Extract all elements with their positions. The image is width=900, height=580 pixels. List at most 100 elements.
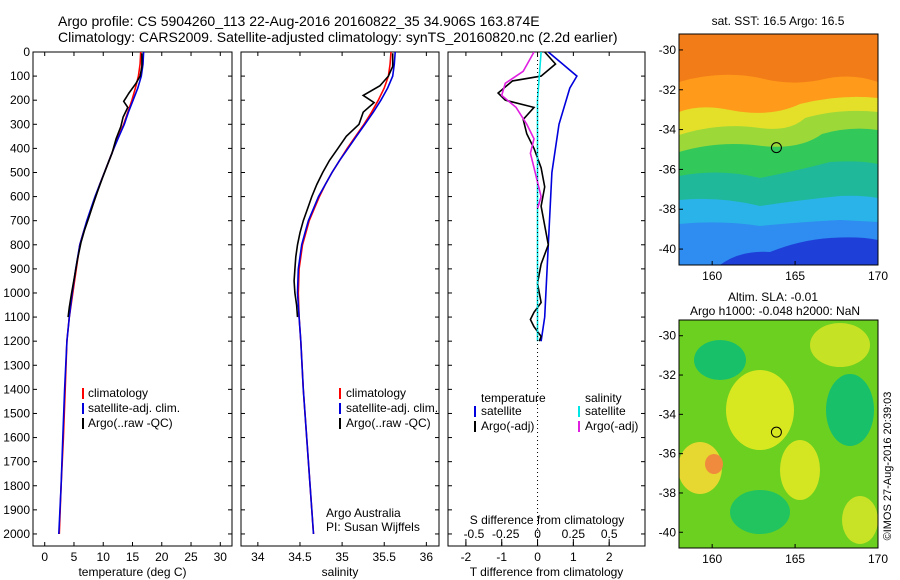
x-axis-label: temperature (deg C) xyxy=(78,565,186,579)
y-tick-label: 400 xyxy=(10,141,30,155)
difference-profile-frame xyxy=(447,51,646,547)
series-line-1 xyxy=(296,52,396,535)
salinity-profile-series xyxy=(293,52,396,535)
imos-timestamp: ©IMOS 27-Aug-2016 20:39:03 xyxy=(882,392,894,541)
map-y-tick-label: -40 xyxy=(659,525,677,539)
sla-map-axes: 160 165 170 -30 -32 -34 -36 -38 -40 Altim. SLA: -… xyxy=(659,290,889,566)
series-line-0 xyxy=(297,52,392,535)
sla-map-subtitle: Argo h1000: -0.048 h2000: NaN xyxy=(690,304,860,318)
legend-header: salinity xyxy=(585,391,622,405)
y-tick-label: 500 xyxy=(10,165,30,179)
x-tick-label: 25 xyxy=(184,550,198,564)
y-tick-label: 1700 xyxy=(3,455,30,469)
x-axis-label: T difference from climatology xyxy=(470,565,624,579)
x-tick-label: 35 xyxy=(335,550,349,564)
map-x-tick-label: 165 xyxy=(785,269,805,283)
argo-location-marker xyxy=(770,142,782,154)
y-tick-label: 200 xyxy=(10,93,30,107)
x-tick-label: 34.5 xyxy=(288,550,312,564)
map-y-tick-label: -40 xyxy=(659,242,677,256)
s-tick-label: 0 xyxy=(534,527,541,541)
legend-label: satellite-adj. clim. xyxy=(88,401,180,415)
y-tick-label: 1100 xyxy=(4,310,30,324)
series-line-0 xyxy=(540,52,578,342)
sla-map-title: Altim. SLA: -0.01 xyxy=(728,290,818,304)
y-tick-label: 100 xyxy=(10,69,30,83)
y-tick-label: 1000 xyxy=(3,286,30,300)
y-tick-label: 800 xyxy=(10,238,30,252)
legend-label: satellite xyxy=(481,404,522,418)
s-tick-label: 0.25 xyxy=(562,527,586,541)
map-x-tick-label: 170 xyxy=(868,552,888,566)
sst-map-raster xyxy=(679,34,878,265)
x-tick-label: 2 xyxy=(606,550,613,564)
legend-label: Argo(-adj) xyxy=(481,419,534,433)
y-tick-label: 1800 xyxy=(3,479,30,493)
map-y-tick-label: -34 xyxy=(659,407,677,421)
map-x-tick-label: 165 xyxy=(785,552,805,566)
sla-map-frame xyxy=(678,319,879,549)
sst-map-title: sat. SST: 16.5 Argo: 16.5 xyxy=(712,14,845,28)
y-tick-label: 1400 xyxy=(3,382,30,396)
salinity-profile-frame xyxy=(240,51,440,547)
s-tick-label: 0.5 xyxy=(601,527,618,541)
map-y-tick-label: -30 xyxy=(659,43,677,57)
y-tick-label: 1500 xyxy=(3,406,30,420)
temperature-profile-series xyxy=(58,52,145,535)
legend-label: climatology xyxy=(346,386,406,400)
map-y-tick-label: -36 xyxy=(659,447,677,461)
argo-location-marker xyxy=(770,426,782,438)
x-tick-label: 34 xyxy=(251,550,265,564)
map-x-tick-label: 160 xyxy=(702,269,722,283)
difference-profile: -2 -1 0 1 2T difference from climatology -0.5… xyxy=(447,51,646,579)
series-line-2 xyxy=(293,53,394,318)
sst-map-frame xyxy=(678,33,879,266)
map-y-tick-label: -32 xyxy=(659,83,677,97)
map-y-tick-label: -34 xyxy=(659,123,677,137)
legend-label: climatology xyxy=(88,386,148,400)
y-tick-label: 1200 xyxy=(3,334,30,348)
map-y-tick-label: -38 xyxy=(659,202,677,216)
sla-map-raster xyxy=(679,320,878,548)
legend-label: Argo(..raw -QC) xyxy=(88,416,173,430)
x-tick-label: 10 xyxy=(97,550,111,564)
x-axis-label: salinity xyxy=(322,565,359,579)
map-y-tick-label: -32 xyxy=(659,368,677,382)
y-tick-label: 1300 xyxy=(3,358,30,372)
x-tick-label: 1 xyxy=(570,550,577,564)
temperature-profile-frame xyxy=(32,51,233,547)
x-tick-label: 0 xyxy=(41,550,48,564)
x-tick-label: 20 xyxy=(155,550,169,564)
profile-title: Argo profile: CS 5904260_113 22-Aug-2016… xyxy=(58,13,540,29)
legend-label: satellite xyxy=(585,404,626,418)
y-tick-label: 2000 xyxy=(3,527,30,541)
x-tick-label: 30 xyxy=(214,550,228,564)
x-tick-label: 5 xyxy=(71,550,78,564)
y-tick-label: 300 xyxy=(10,117,30,131)
legend-label: satellite-adj. clim. xyxy=(346,401,438,415)
y-tick-label: 0 xyxy=(23,45,30,59)
map-x-tick-label: 160 xyxy=(702,552,722,566)
map-y-tick-label: -38 xyxy=(659,486,677,500)
x-tick-label: -2 xyxy=(461,550,472,564)
map-y-tick-label: -30 xyxy=(659,329,677,343)
y-tick-label: 900 xyxy=(10,262,30,276)
s-tick-label: -0.5 xyxy=(464,527,485,541)
s-axis-label: S difference from climatology xyxy=(470,513,625,527)
s-tick-label: -0.25 xyxy=(492,527,520,541)
series-line-1 xyxy=(496,52,557,342)
x-tick-label: -1 xyxy=(496,550,507,564)
temperature-profile: 0 5 10 15 20 25 30 temperature (deg C) 0 100 200 30… xyxy=(3,45,233,579)
legend-label: Argo(-adj) xyxy=(585,419,638,433)
map-x-tick-label: 170 xyxy=(868,269,888,283)
y-tick-label: 700 xyxy=(10,214,30,228)
series-line-3 xyxy=(500,52,542,209)
y-tick-label: 1900 xyxy=(3,503,30,517)
x-tick-label: 0 xyxy=(534,550,541,564)
sst-map-axes: 160 165 170 -30 -32 -34 -36 -38 -40 sat. SST: 16.… xyxy=(659,14,889,283)
x-tick-label: 36 xyxy=(420,550,434,564)
x-tick-label: 15 xyxy=(126,550,140,564)
legend-label: Argo(..raw -QC) xyxy=(346,416,431,430)
y-tick-label: 1600 xyxy=(3,431,30,445)
